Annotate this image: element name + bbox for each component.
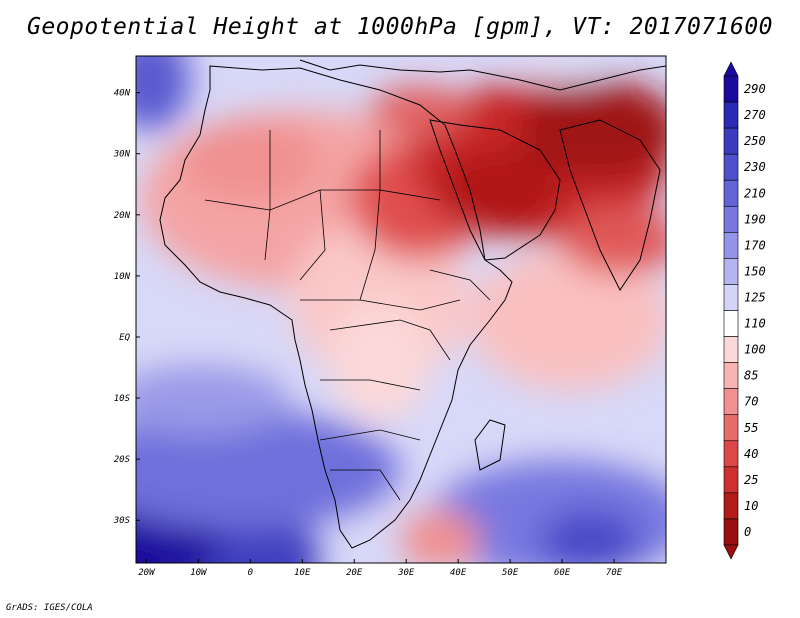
- colorbar-swatch: [723, 153, 739, 181]
- grads-credit: GrADS: IGES/COLA: [6, 603, 93, 613]
- colorbar-swatch: [723, 336, 739, 363]
- latitude-axis: 40N 30N 20N 10N EQ 10S 20S 30S: [113, 89, 140, 526]
- coastlines: [159, 59, 666, 549]
- colorbar-arrow-top: [723, 61, 739, 77]
- colorbar-swatch: [723, 414, 739, 442]
- colorbar-label: 100: [744, 343, 766, 357]
- lon-tick-label: 0: [248, 568, 253, 578]
- colorbar-label: 0: [744, 525, 751, 539]
- colorbar-label: 210: [744, 186, 766, 200]
- lon-tick-label: 50E: [502, 568, 519, 578]
- longitude-axis: 20W 10W 0 10E 20E 30E 40E 50E 60E 70E: [138, 559, 623, 578]
- colorbar-swatch: [723, 101, 739, 129]
- lat-tick-label: 10N: [114, 272, 131, 282]
- lon-tick-label: 40E: [450, 568, 467, 578]
- colorbar-label: 70: [744, 395, 758, 409]
- lon-tick-label: 10E: [294, 568, 311, 578]
- colorbar-swatch: [723, 75, 739, 103]
- colorbar-arrow-bottom: [723, 544, 739, 560]
- map-title: Geopotential Height at 1000hPa [gpm], VT…: [26, 14, 774, 40]
- lon-tick-label: 30E: [397, 568, 415, 578]
- colorbar-label: 190: [744, 212, 766, 226]
- colorbar-swatch: [723, 440, 739, 468]
- colorbar-label: 10: [744, 499, 758, 513]
- colorbar-swatch: [723, 518, 739, 546]
- colorbar-label: 230: [744, 160, 766, 174]
- colorbar-label: 270: [744, 108, 766, 122]
- lon-tick-label: 60E: [554, 568, 571, 578]
- map-frame: [135, 55, 667, 564]
- lat-tick-label: 30S: [113, 516, 131, 526]
- lat-tick-label: 20N: [114, 211, 131, 221]
- colorbar-swatch: [723, 310, 739, 337]
- colorbar-swatch: [723, 232, 739, 259]
- colorbar-label: 170: [744, 238, 766, 252]
- lat-tick-label: EQ: [119, 333, 130, 343]
- lon-tick-label: 10W: [190, 568, 208, 578]
- colorbar-swatch: [723, 492, 739, 520]
- colorbar-label: 150: [744, 264, 766, 278]
- colorbar-swatch: [723, 127, 739, 155]
- contour-field: [136, 56, 666, 563]
- lat-tick-label: 20S: [114, 455, 131, 465]
- colorbar-label: 85: [744, 369, 758, 383]
- lat-tick-label: 40N: [114, 89, 131, 99]
- colorbar-label: 250: [744, 134, 766, 148]
- colorbar-swatch: [723, 284, 739, 311]
- lat-tick-label: 30N: [113, 150, 131, 160]
- colorbar-label: 55: [744, 421, 758, 435]
- colorbar-label: 25: [744, 473, 758, 487]
- lon-tick-label: 20E: [346, 568, 363, 578]
- lon-tick-label: 70E: [606, 568, 623, 578]
- colorbar-swatch: [723, 466, 739, 494]
- lon-tick-label: 20W: [138, 568, 156, 578]
- colorbar-label: 125: [744, 290, 766, 304]
- colorbar-label: 110: [744, 317, 766, 331]
- colorbar-swatch: [723, 388, 739, 416]
- colorbar-swatch: [723, 205, 739, 233]
- colorbar-swatch: [723, 362, 739, 389]
- colorbar: 2902702502302101901701501251101008570554…: [723, 61, 766, 560]
- lat-tick-label: 10S: [114, 394, 131, 404]
- colorbar-swatch: [723, 179, 739, 207]
- colorbar-swatch: [723, 258, 739, 285]
- colorbar-label: 40: [744, 447, 758, 461]
- colorbar-label: 290: [744, 82, 766, 96]
- country-borders: [204, 130, 491, 501]
